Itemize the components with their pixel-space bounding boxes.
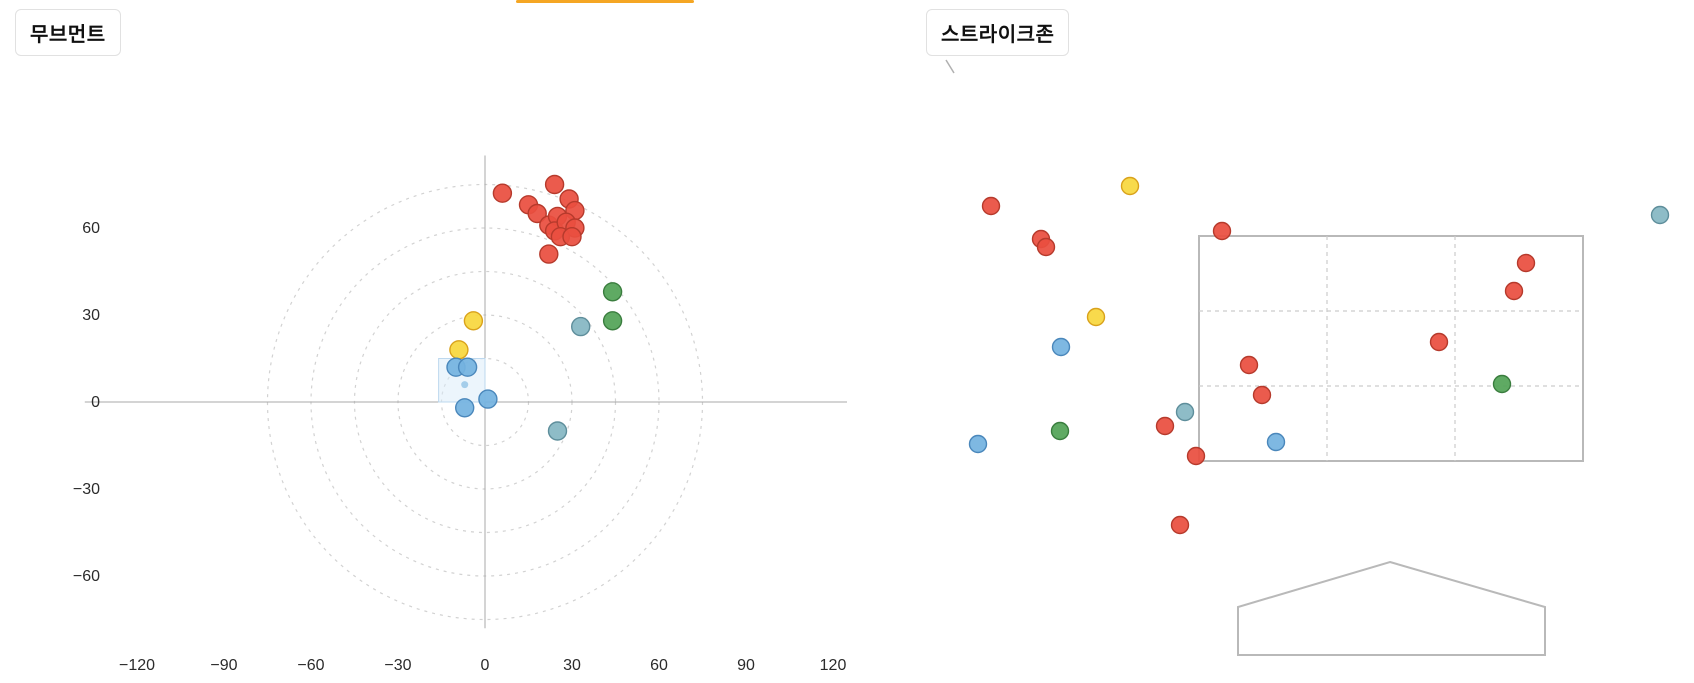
strikezone-panel: 스트라이크존 bbox=[847, 0, 1694, 683]
data-point-series-yellow[interactable] bbox=[1120, 176, 1140, 196]
data-point-series-teal[interactable] bbox=[1175, 402, 1195, 422]
data-point-series-red[interactable] bbox=[1170, 515, 1190, 535]
data-point-series-red[interactable] bbox=[562, 226, 582, 247]
data-point-series-blue[interactable] bbox=[478, 389, 498, 409]
y-tick-label: 0 bbox=[91, 394, 100, 411]
x-tick-label: 60 bbox=[650, 657, 668, 674]
x-tick-label: −60 bbox=[297, 657, 324, 674]
data-point-series-red[interactable] bbox=[981, 196, 1001, 216]
data-point-series-red[interactable] bbox=[492, 183, 513, 203]
data-point-series-teal[interactable] bbox=[571, 316, 591, 337]
data-point-series-red[interactable] bbox=[527, 203, 547, 224]
strikezone-badge[interactable]: 스트라이크존 bbox=[926, 9, 1070, 56]
data-point-series-red[interactable] bbox=[1036, 237, 1056, 257]
data-point-series-green[interactable] bbox=[602, 311, 623, 331]
movement-badge-label: 무브먼트 bbox=[30, 24, 106, 46]
data-point-series-green[interactable] bbox=[1492, 374, 1512, 394]
x-tick-label: 90 bbox=[737, 657, 755, 674]
stray-mark bbox=[945, 59, 955, 74]
movement-scatter-chart: −120 −90 −60 −30 0 30 60 90 120 −60 −30 0 30 60 bbox=[73, 155, 847, 674]
movement-badge[interactable]: 무브먼트 bbox=[15, 9, 121, 56]
x-tick-label: −30 bbox=[384, 657, 411, 674]
data-point-series-red[interactable] bbox=[544, 174, 565, 195]
data-point-series-faint-blue-small[interactable] bbox=[461, 381, 469, 389]
data-point-series-teal[interactable] bbox=[547, 421, 568, 441]
y-tick-label: −30 bbox=[73, 481, 100, 498]
data-point-series-red[interactable] bbox=[1239, 355, 1259, 375]
x-tick-label: 120 bbox=[820, 657, 847, 674]
strikezone-badge-label: 스트라이크존 bbox=[941, 24, 1055, 46]
data-point-series-red[interactable] bbox=[1155, 416, 1175, 436]
data-point-series-yellow[interactable] bbox=[1086, 307, 1106, 327]
data-point-series-red[interactable] bbox=[539, 244, 559, 264]
x-tick-label: −90 bbox=[210, 657, 237, 674]
data-point-series-red[interactable] bbox=[1429, 332, 1449, 352]
y-tick-label: 60 bbox=[82, 220, 100, 237]
data-point-series-blue[interactable] bbox=[455, 398, 475, 418]
data-point-series-red[interactable] bbox=[1252, 385, 1272, 405]
data-point-series-green[interactable] bbox=[602, 282, 623, 302]
data-point-series-blue[interactable] bbox=[968, 434, 988, 454]
y-tick-label: 30 bbox=[82, 307, 100, 324]
data-point-series-green[interactable] bbox=[1050, 421, 1070, 441]
data-point-series-blue[interactable] bbox=[1266, 432, 1286, 452]
y-tick-label: −60 bbox=[73, 568, 100, 585]
movement-panel: 무브먼트 −120 −90 −60 −30 0 30 60 90 120 −60 −30 0 30 60 bbox=[15, 9, 847, 674]
data-point-series-red[interactable] bbox=[1504, 281, 1524, 301]
data-point-series-red[interactable] bbox=[1516, 253, 1536, 273]
data-point-series-blue[interactable] bbox=[457, 357, 478, 377]
home-plate bbox=[1237, 560, 1546, 656]
x-tick-label: 30 bbox=[563, 657, 581, 674]
strike-zone-outline bbox=[1198, 235, 1584, 462]
data-point-series-red[interactable] bbox=[1212, 221, 1232, 241]
x-tick-label: 0 bbox=[481, 657, 490, 674]
data-point-series-teal[interactable] bbox=[1650, 205, 1670, 225]
data-point-series-yellow[interactable] bbox=[463, 311, 484, 331]
data-point-series-red[interactable] bbox=[1186, 446, 1206, 466]
strikezone-chart bbox=[945, 59, 1670, 656]
active-tab-underline[interactable] bbox=[516, 0, 694, 3]
x-tick-label: −120 bbox=[119, 657, 155, 674]
data-point-series-blue[interactable] bbox=[1051, 337, 1071, 357]
data-point-series-yellow[interactable] bbox=[449, 340, 469, 360]
